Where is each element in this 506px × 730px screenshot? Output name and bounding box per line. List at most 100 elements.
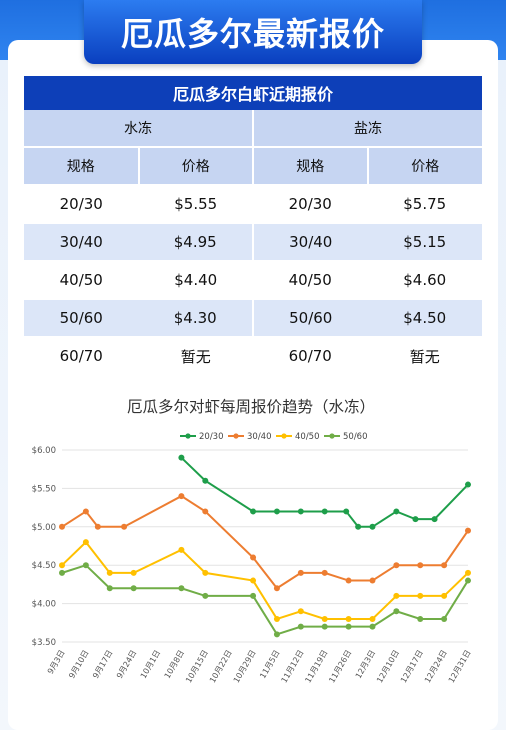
- y-tick-label: $4.00: [32, 600, 56, 610]
- data-point: [345, 623, 352, 630]
- data-point: [130, 569, 137, 576]
- legend-label: 50/60: [343, 432, 368, 442]
- table-title: 厄瓜多尔白虾近期报价: [24, 76, 482, 110]
- chart-title: 厄瓜多尔对虾每周报价趋势（水冻）: [127, 398, 375, 416]
- data-point: [250, 592, 257, 599]
- series-line-30-40: [61, 494, 469, 590]
- chart-x-axis: 9月3日 9月10日 9月17日 9月24日 10月1日 10月8日10月15日10月22…: [46, 649, 473, 685]
- trend-chart: 厄瓜多尔对虾每周报价趋势（水冻） 20/30 30/40 40/50 50/60 $6…: [20, 380, 482, 722]
- legend-marker: [329, 433, 335, 439]
- data-point: [250, 508, 257, 515]
- data-point: [431, 516, 438, 523]
- data-point: [441, 562, 448, 569]
- data-point: [82, 539, 89, 546]
- column-header: 价格: [367, 146, 482, 185]
- x-tick-label: 11月5日: [258, 649, 281, 681]
- column-header: 价格: [138, 146, 254, 185]
- column-header: 规格: [24, 146, 140, 185]
- data-point: [273, 615, 280, 622]
- y-tick-label: $4.50: [32, 561, 56, 571]
- data-point: [343, 508, 350, 515]
- data-point: [321, 623, 328, 630]
- data-point: [59, 523, 65, 530]
- data-point: [355, 523, 362, 530]
- chart-grid: [62, 449, 468, 643]
- x-tick-label: 11月19日: [303, 649, 329, 685]
- data-point: [321, 615, 328, 622]
- x-tick-label: 10月1日: [139, 649, 162, 681]
- data-point: [130, 585, 137, 592]
- column-header: 规格: [253, 146, 369, 185]
- y-tick-label: $6.00: [32, 446, 56, 456]
- group-header-salt-frozen: 盐冻: [253, 110, 482, 147]
- table-cell: 20/30: [253, 184, 368, 223]
- data-point: [82, 562, 89, 569]
- data-point: [178, 493, 185, 500]
- y-tick-label: $5.50: [32, 484, 56, 494]
- table-cell: 50/60: [253, 298, 368, 337]
- trend-chart-svg: 厄瓜多尔对虾每周报价趋势（水冻） 20/30 30/40 40/50 50/60 $6…: [32, 398, 473, 685]
- table-cell: 30/40: [253, 222, 368, 261]
- y-tick-label: $5.00: [32, 523, 56, 533]
- table-cell: 50/60: [24, 298, 139, 337]
- data-point: [297, 608, 304, 615]
- chart-plot-area: [59, 454, 471, 638]
- table-cell: 暂无: [138, 336, 253, 374]
- legend-marker: [185, 433, 191, 439]
- table-cell: $4.50: [367, 298, 482, 337]
- data-point: [417, 615, 424, 622]
- data-point: [465, 569, 471, 576]
- data-point: [369, 577, 376, 584]
- x-tick-label: 9月24日: [115, 649, 138, 681]
- x-tick-label: 9月3日: [46, 649, 67, 676]
- data-point: [441, 592, 448, 599]
- legend-label: 40/50: [295, 432, 320, 442]
- data-point: [250, 577, 257, 584]
- page-title-banner: 厄瓜多尔最新报价: [84, 0, 422, 64]
- data-point: [393, 608, 400, 615]
- data-point: [178, 585, 185, 592]
- legend-label: 30/40: [247, 432, 272, 442]
- table-cell: 60/70: [24, 336, 139, 374]
- group-header-water-frozen: 水冻: [24, 110, 254, 147]
- table-cell: $4.30: [138, 298, 254, 337]
- table-cell: $4.60: [367, 260, 482, 299]
- x-tick-label: 9月10日: [67, 649, 90, 681]
- price-table: 厄瓜多尔白虾近期报价 水冻 盐冻 规格 价格 规格 价格 20/30 $5.55…: [24, 76, 482, 374]
- data-point: [273, 585, 280, 592]
- data-point: [393, 592, 400, 599]
- table-cell: $4.40: [138, 260, 253, 299]
- table-cell: $5.55: [138, 184, 253, 223]
- data-point: [297, 623, 304, 630]
- table-cell: $5.75: [367, 184, 482, 223]
- table-cell: 暂无: [367, 336, 482, 374]
- data-point: [465, 577, 471, 584]
- table-cell: 30/40: [24, 222, 139, 261]
- data-point: [393, 562, 400, 569]
- x-tick-label: 11月26日: [327, 649, 353, 685]
- table-cell: $5.15: [367, 222, 482, 261]
- series-line-50-60: [61, 564, 469, 636]
- data-point: [393, 508, 400, 515]
- table-column-header-row: 规格 价格 规格 价格: [24, 146, 482, 185]
- data-point: [250, 554, 257, 561]
- data-point: [82, 508, 89, 515]
- table-row: 60/70 暂无 60/70 暂无: [24, 336, 482, 374]
- data-point: [202, 477, 209, 484]
- data-point: [106, 569, 113, 576]
- data-point: [106, 585, 113, 592]
- data-point: [441, 615, 448, 622]
- x-tick-label: 10月8日: [163, 649, 186, 681]
- data-point: [94, 523, 101, 530]
- data-point: [202, 592, 209, 599]
- table-group-row: 水冻 盐冻: [24, 110, 482, 147]
- data-point: [202, 569, 209, 576]
- x-tick-label: 12月3日: [354, 649, 377, 681]
- data-point: [121, 523, 128, 530]
- data-point: [465, 527, 471, 534]
- y-tick-label: $3.50: [32, 638, 56, 648]
- data-point: [321, 569, 328, 576]
- table-row: 30/40 $4.95 30/40 $5.15: [24, 222, 482, 261]
- data-point: [345, 577, 352, 584]
- table-cell: $4.95: [138, 222, 254, 261]
